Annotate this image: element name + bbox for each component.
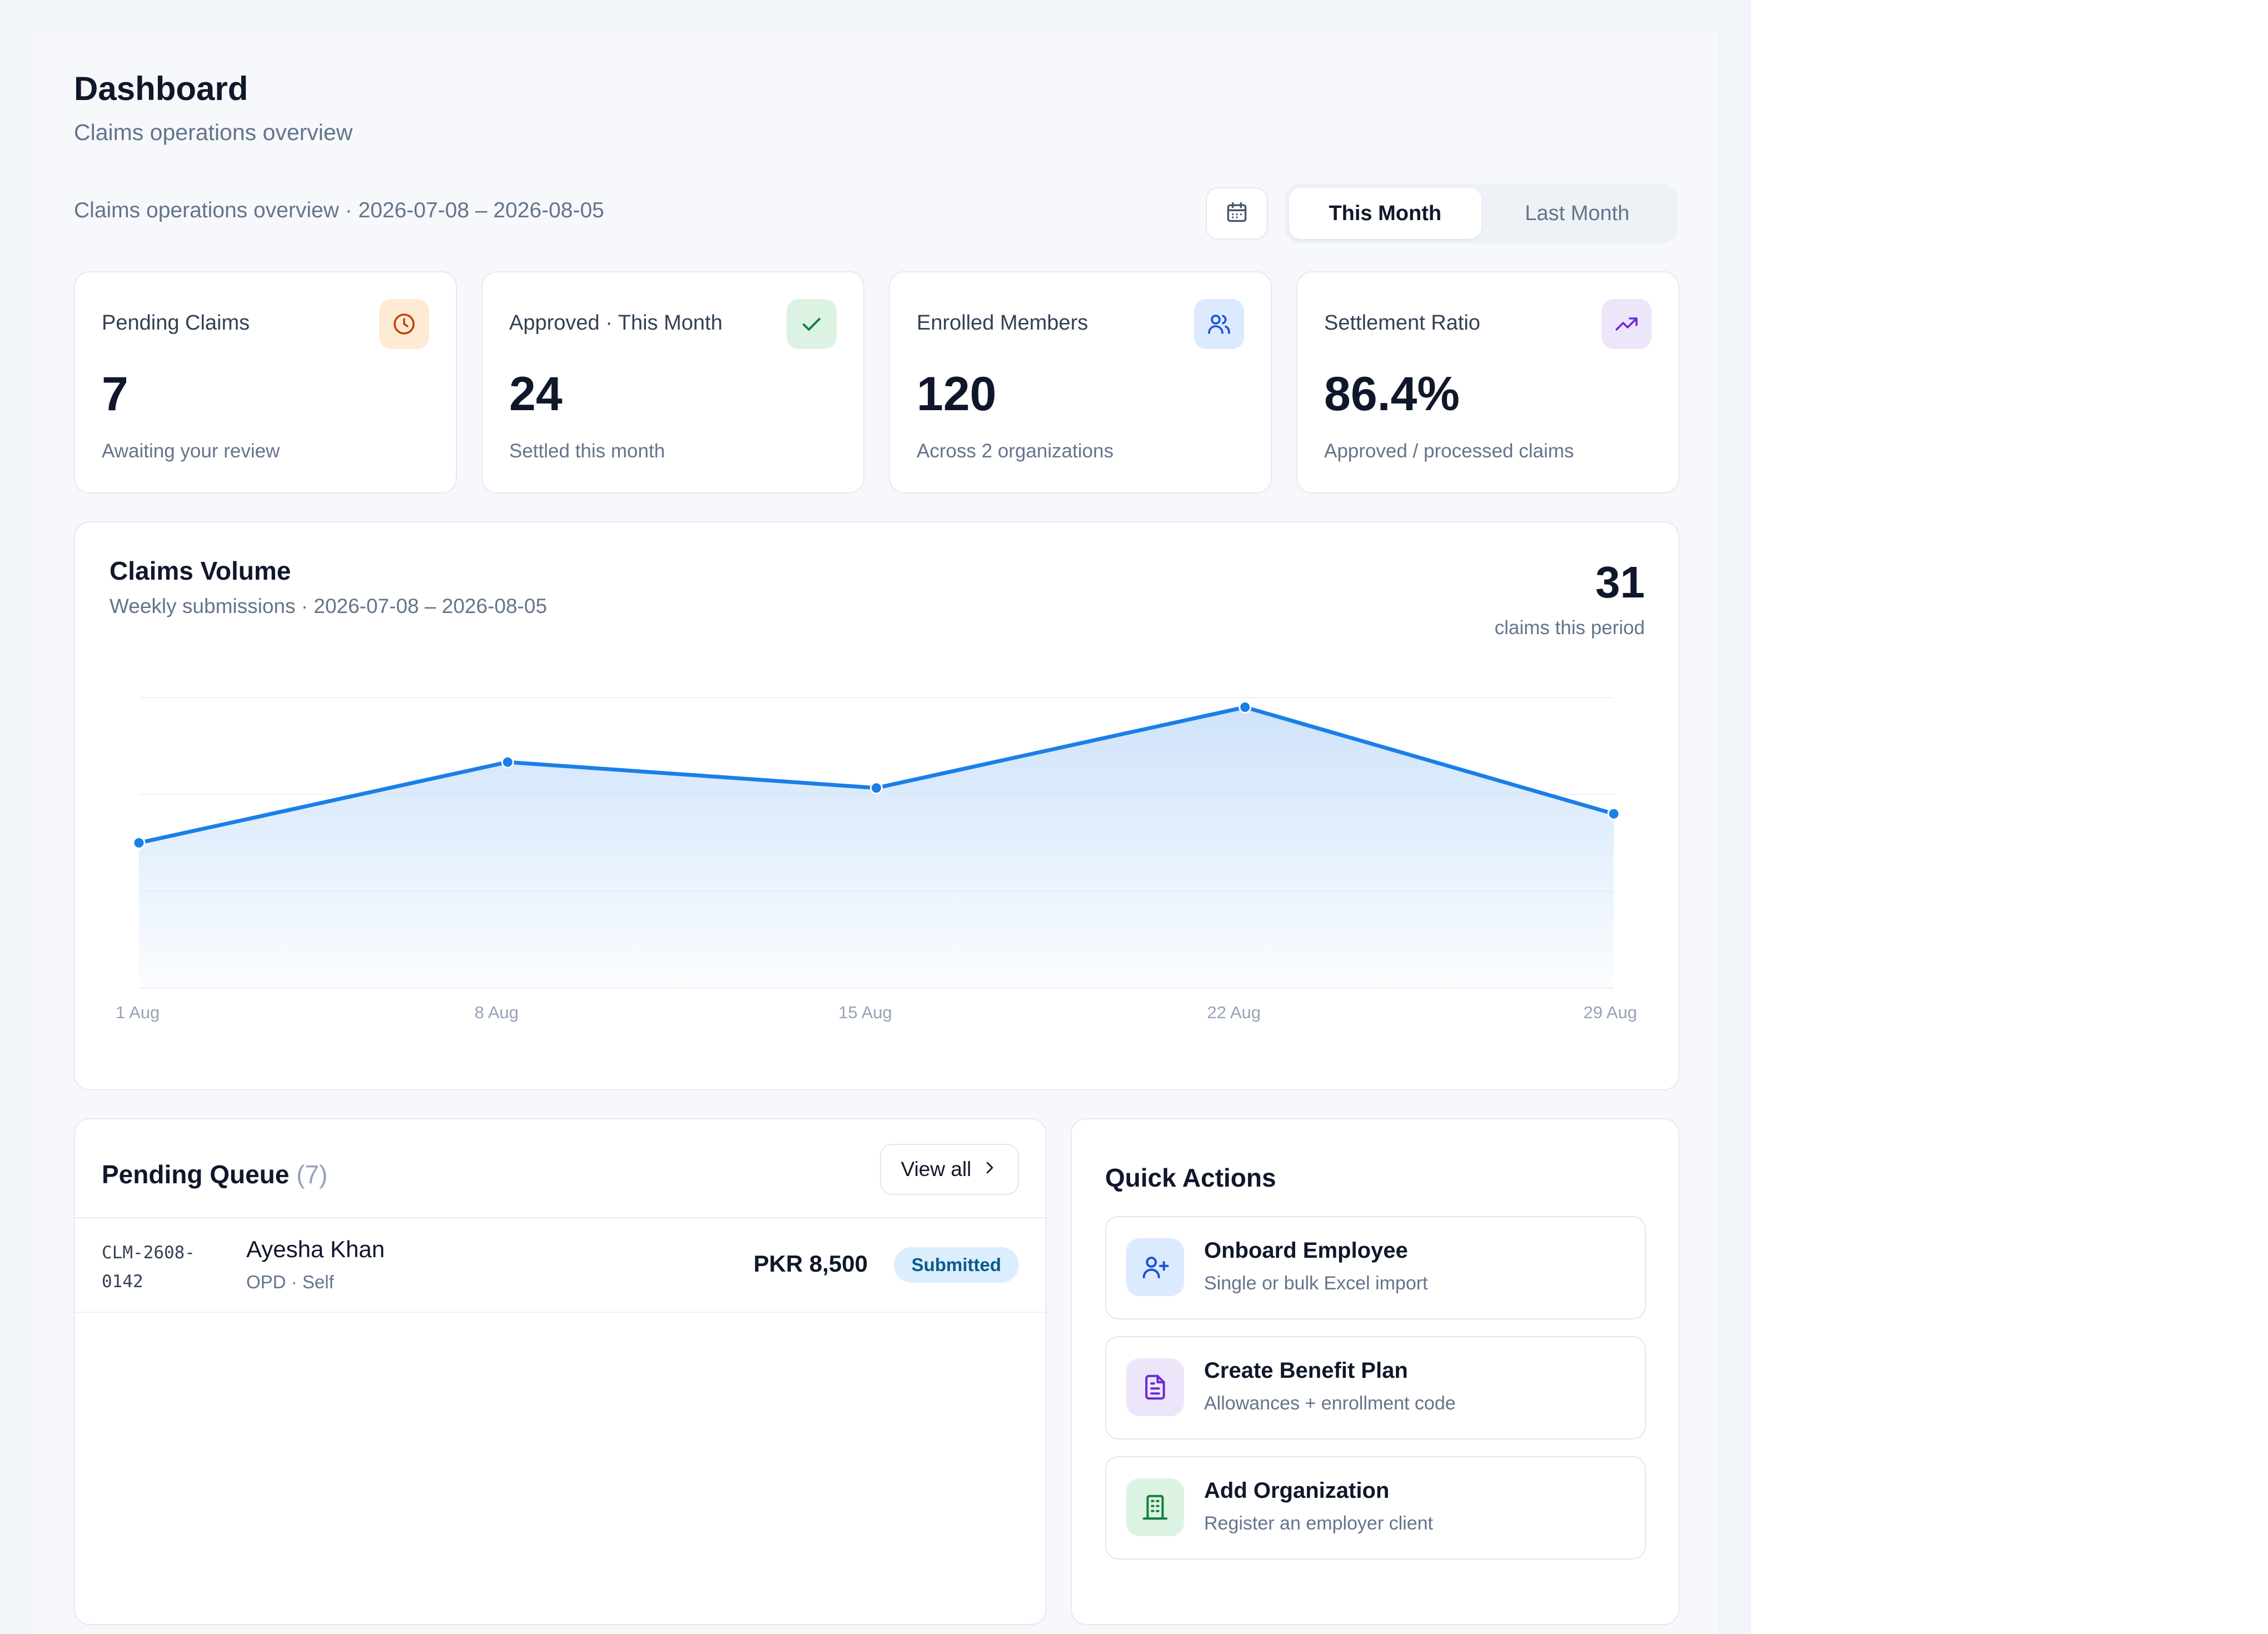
claims-volume-chart: 1 Aug 8 Aug 15 Aug 22 Aug 29 Aug [116, 697, 1637, 1022]
add-organization-action[interactable]: Add Organization Register an employer cl… [1105, 1456, 1646, 1560]
quick-actions-title: Quick Actions [1105, 1163, 1276, 1192]
series-area [139, 707, 1614, 988]
x-tick-label: 15 Aug [838, 1003, 892, 1022]
action-label: Onboard Employee [1204, 1238, 1408, 1263]
empty-side-area [1751, 0, 2268, 1634]
queue-count: (7) [296, 1160, 328, 1189]
claim-meta: OPD · Self [246, 1272, 334, 1292]
kpi-card-settlement-ratio[interactable]: Settlement Ratio 86.4% Approved / proces… [1296, 271, 1679, 494]
kpi-card-enrolled-members[interactable]: Enrolled Members 120 Across 2 organizati… [889, 271, 1272, 494]
building-icon [1126, 1478, 1184, 1536]
chart-title: Claims Volume [110, 556, 291, 585]
data-point [501, 755, 514, 769]
kpi-value: 86.4% [1324, 367, 1460, 421]
kpi-cards: Pending Claims 7 Awaiting your review Ap… [74, 271, 1679, 494]
action-description: Single or bulk Excel import [1204, 1273, 1428, 1294]
kpi-value: 7 [102, 367, 128, 421]
view-all-button[interactable]: View all [880, 1144, 1019, 1195]
page-title: Dashboard [74, 70, 248, 107]
chart-subtitle: Weekly submissions · 2026-07-08 – 2026-0… [110, 595, 548, 617]
last-month-tab[interactable]: Last Month [1525, 201, 1630, 225]
x-tick-label: 1 Aug [116, 1003, 160, 1022]
queue-row[interactable]: CLM-2608- 0142 Ayesha Khan OPD · Self PK… [75, 1217, 1046, 1313]
user-plus-icon [1126, 1238, 1184, 1296]
kpi-subtext: Awaiting your review [102, 440, 280, 462]
action-description: Allowances + enrollment code [1204, 1393, 1456, 1414]
view-all-label: View all [901, 1158, 972, 1180]
queue-title-text: Pending Queue [102, 1160, 290, 1189]
calendar-icon [1225, 200, 1249, 227]
queue-title: Pending Queue (7) [102, 1159, 327, 1189]
dashboard-main: Dashboard Claims operations overview Cla… [32, 32, 1718, 1634]
users-icon [1194, 299, 1244, 349]
status-badge: Submitted [893, 1247, 1019, 1283]
date-range-button[interactable] [1206, 187, 1268, 240]
chevron-right-icon [981, 1158, 998, 1181]
x-tick-label: 8 Aug [475, 1003, 519, 1022]
data-point [1607, 807, 1620, 820]
page-subtitle: Claims operations overview [74, 119, 353, 145]
clock-icon [379, 299, 429, 349]
claimant-name: Ayesha Khan [246, 1236, 385, 1262]
quick-actions-card: Quick Actions Onboard Employee Single or… [1071, 1118, 1679, 1625]
claim-amount: PKR 8,500 [753, 1251, 868, 1277]
this-month-tab[interactable]: This Month [1289, 188, 1481, 239]
x-tick-label: 22 Aug [1207, 1003, 1261, 1022]
data-point [1239, 700, 1252, 714]
kpi-subtext: Across 2 organizations [917, 440, 1114, 462]
kpi-card-pending-claims[interactable]: Pending Claims 7 Awaiting your review [74, 271, 457, 494]
dashboard-content: Dashboard Claims operations overview Cla… [74, 32, 1679, 1634]
period-toggle: This Month Last Month [1285, 183, 1678, 243]
kpi-label: Settlement Ratio [1324, 311, 1480, 335]
kpi-value: 120 [917, 367, 997, 421]
kpi-value: 24 [509, 367, 563, 421]
data-point [132, 836, 146, 849]
claims-volume-card: Claims Volume Weekly submissions · 2026-… [74, 521, 1679, 1090]
action-label: Create Benefit Plan [1204, 1358, 1408, 1383]
check-icon [787, 299, 837, 349]
x-tick-label: 29 Aug [1583, 1003, 1637, 1022]
trending-up-icon [1601, 299, 1652, 349]
data-point [870, 781, 883, 795]
kpi-subtext: Settled this month [509, 440, 665, 462]
kpi-label: Enrolled Members [917, 311, 1088, 335]
kpi-label: Approved · This Month [509, 311, 723, 335]
create-benefit-plan-action[interactable]: Create Benefit Plan Allowances + enrollm… [1105, 1336, 1646, 1439]
kpi-label: Pending Claims [102, 311, 250, 335]
kpi-card-approved[interactable]: Approved · This Month 24 Settled this mo… [481, 271, 864, 494]
claim-id-line1: CLM-2608- [102, 1243, 195, 1263]
claim-id: CLM-2608- 0142 [102, 1238, 207, 1296]
onboard-employee-action[interactable]: Onboard Employee Single or bulk Excel im… [1105, 1216, 1646, 1319]
claim-id-line2: 0142 [102, 1272, 143, 1292]
period-description: Claims operations overview · 2026-07-08 … [74, 198, 604, 222]
action-label: Add Organization [1204, 1478, 1390, 1503]
action-description: Register an employer client [1204, 1513, 1433, 1534]
document-icon [1126, 1358, 1184, 1416]
chart-total: 31 [1595, 557, 1645, 607]
kpi-subtext: Approved / processed claims [1324, 440, 1574, 462]
pending-queue-card: Pending Queue (7) View all CLM-2608- 014… [74, 1118, 1047, 1625]
chart-total-label: claims this period [1494, 617, 1645, 639]
